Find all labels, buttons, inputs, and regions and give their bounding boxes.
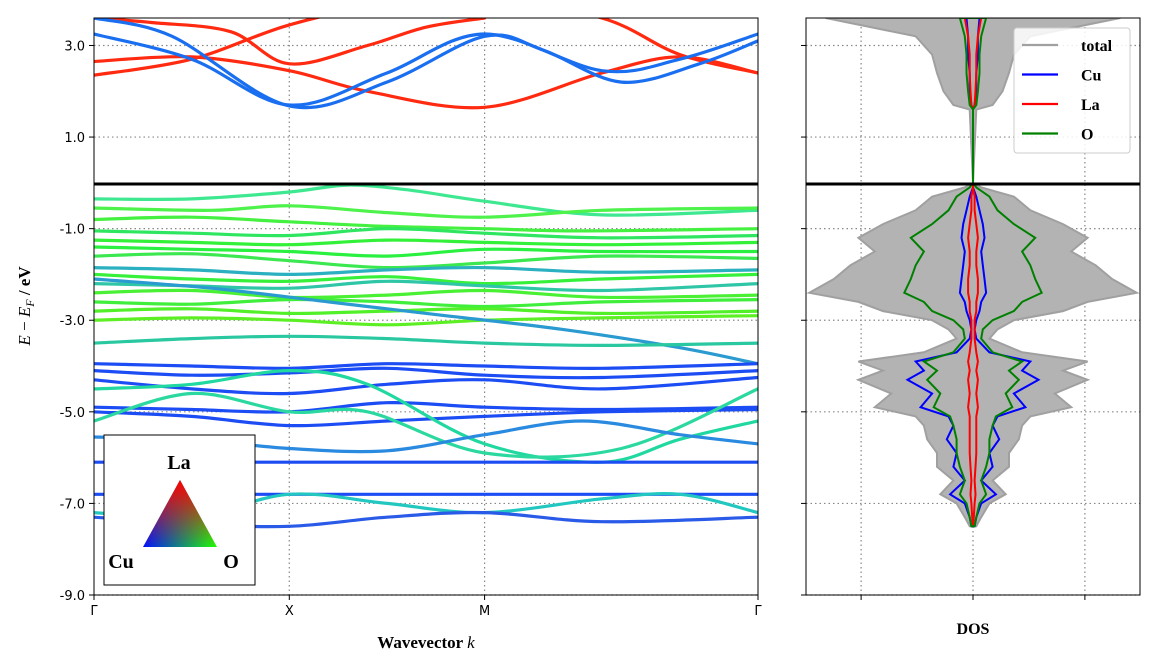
band-line — [94, 238, 758, 247]
dos-series-group — [806, 18, 1140, 528]
band-y-tick-label: 3.0 — [64, 39, 85, 54]
dos-ticks — [801, 44, 1086, 600]
band-line — [94, 55, 758, 110]
legend-label-cu: Cu — [1081, 68, 1102, 85]
band-line — [94, 387, 758, 459]
band-line — [94, 215, 758, 233]
legend-label-la: La — [1081, 97, 1100, 114]
band-line — [94, 277, 758, 366]
band-line — [94, 272, 758, 286]
band-line — [94, 265, 758, 277]
band-y-tick-label: -7.0 — [60, 497, 85, 512]
band-line — [94, 314, 758, 327]
band-y-tick-label: 1.0 — [64, 131, 85, 146]
band-line — [94, 362, 758, 370]
band-line — [94, 183, 758, 217]
band-line — [94, 245, 758, 258]
triangle-label-o: O — [223, 551, 239, 573]
band-x-tick-label: M — [479, 604, 490, 619]
triangle-label-cu: Cu — [108, 551, 134, 573]
band-line — [94, 334, 758, 348]
band-y-tick-label: -1.0 — [60, 223, 85, 238]
dos-curve-la — [963, 18, 983, 527]
band-series-group — [94, 18, 758, 529]
band-y-tick-label: -3.0 — [60, 314, 85, 329]
band-x-tick-label: Γ — [90, 604, 98, 619]
band-y-tick-label: -9.0 — [60, 589, 85, 604]
dos-legend-box — [1013, 27, 1131, 154]
band-line — [94, 227, 758, 240]
band-x-axis-label: Wavevector k — [377, 633, 475, 652]
color-triangle-top-blend — [143, 480, 217, 547]
band-line — [94, 18, 758, 110]
dos-curve-total — [806, 18, 1140, 528]
band-line — [94, 32, 758, 107]
color-triangle-legend: La Cu O — [103, 434, 256, 586]
band-line — [94, 18, 487, 66]
band-line — [94, 401, 758, 414]
band-line — [94, 252, 758, 270]
band-axes-frame — [93, 17, 759, 596]
legend-label-o: O — [1081, 127, 1093, 144]
band-x-tick-label: Γ — [754, 604, 762, 619]
band-y-ticks: 3.0 1.0 -1.0 -3.0 -5.0 -7.0 -9.0 — [60, 39, 94, 604]
band-y-axis-label: E − EF / eV — [15, 266, 37, 347]
band-line — [94, 288, 758, 300]
band-line — [94, 368, 758, 464]
band-y-tick-label: -5.0 — [60, 406, 85, 421]
legend-label-total: total — [1081, 38, 1113, 55]
dos-x-axis-label: DOS — [957, 621, 990, 638]
dos-legend: total Cu La O — [1013, 27, 1131, 154]
band-line — [94, 375, 758, 396]
dos-curve-o — [902, 18, 1044, 528]
triangle-label-la: La — [167, 452, 190, 474]
band-line — [94, 366, 758, 380]
band-line — [94, 204, 758, 219]
band-x-tick-label: X — [285, 604, 294, 619]
band-line — [94, 297, 758, 309]
